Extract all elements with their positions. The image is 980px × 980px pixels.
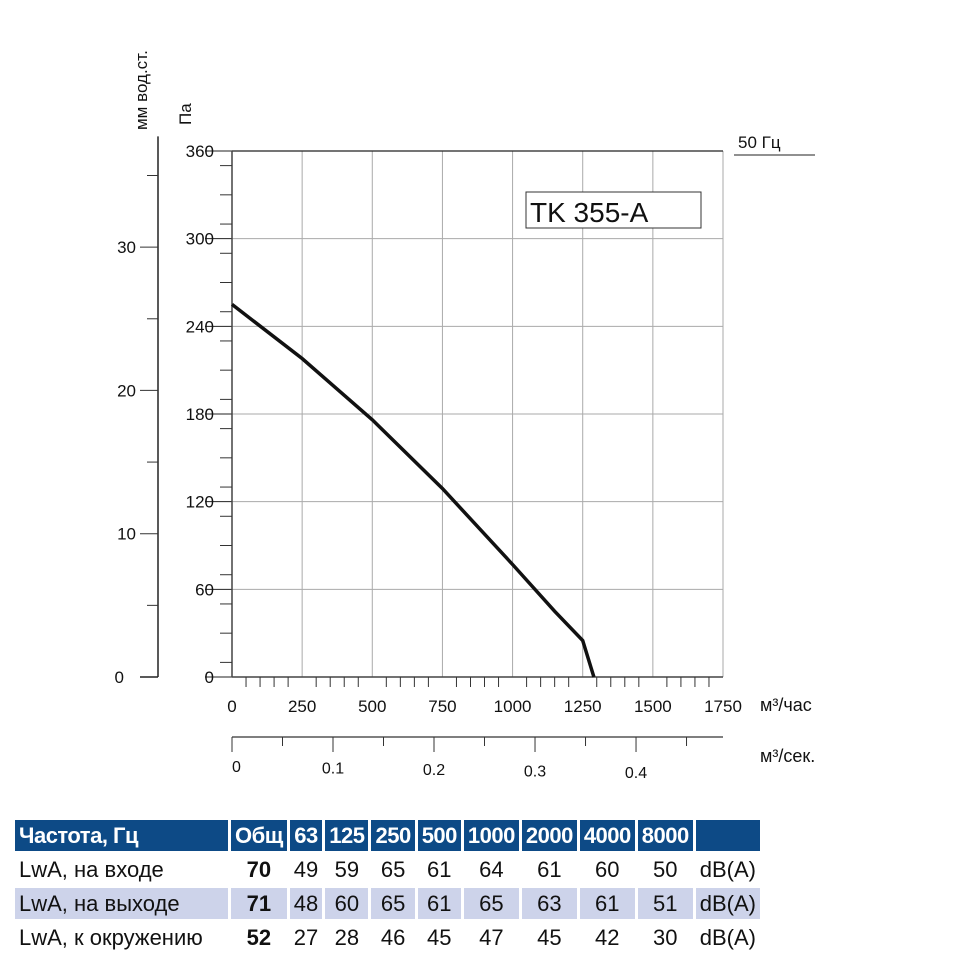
row-value: 50: [653, 856, 678, 882]
row-value: 51: [637, 888, 693, 919]
x-tick-label: 1750: [704, 697, 742, 716]
x2-tick-label: 0.4: [625, 765, 647, 782]
row-unit: dB(A): [699, 924, 756, 950]
row-value: 61: [417, 888, 461, 919]
row-value: 45: [537, 924, 562, 950]
x2-axis-label: м³/сек.: [760, 746, 815, 766]
table-header-cell: Частота, Гц: [15, 820, 228, 851]
y2-axis-label: мм вод.ст.: [132, 50, 151, 130]
row-unit: dB(A): [695, 888, 760, 919]
row-value: 61: [427, 856, 452, 882]
x-axis-label: м³/час: [760, 695, 812, 715]
row-value: 47: [479, 924, 504, 950]
fan-curve-chart: 0 250 500 750 1000 1250 1500 175006012018024030…: [115, 50, 816, 782]
fan-curve: [230, 303, 596, 678]
row-value: 28: [334, 924, 360, 950]
y-tick-label: 240: [186, 317, 214, 336]
row-value: 59: [334, 856, 360, 882]
row-total: 70: [246, 856, 272, 882]
table-header-cell: 1000: [463, 820, 519, 851]
table-row: LwA, к окружению 52 27 28 46 45 47 45 42 30 dB(A): [15, 922, 760, 953]
row-value: 45: [427, 924, 452, 950]
row-value: 65: [371, 888, 415, 919]
row-value: 30: [653, 924, 678, 950]
row-value: 42: [595, 924, 620, 950]
x-tick-label: 250: [288, 697, 316, 716]
y-tick-label: 0: [205, 668, 214, 687]
row-label: LwA, на выходе: [15, 888, 228, 919]
x2-tick-label: 0.3: [524, 764, 546, 781]
y-axis-label: Па: [176, 103, 195, 125]
y2-tick-label: 0: [115, 668, 124, 687]
x2-tick-label: 0: [232, 759, 241, 776]
sound-power-table: Частота, Гц Общ 63 125 250 500 1000 2000 4000 800…: [12, 817, 763, 956]
row-value: 60: [595, 856, 620, 882]
y-tick-label: 120: [186, 493, 214, 512]
x-tick-label: 1500: [634, 697, 672, 716]
row-total: 71: [231, 888, 287, 919]
y-tick-label: 180: [186, 405, 214, 424]
table-header: Частота, Гц Общ 63 125 250 500 1000 2000 4000 800…: [15, 820, 760, 851]
y-tick-label: 300: [186, 230, 214, 249]
x-tick-label: 500: [358, 697, 386, 716]
row-value: 61: [537, 856, 562, 882]
table-header-cell: 63: [289, 820, 323, 851]
row-value: 46: [380, 924, 406, 950]
row-value: 27: [293, 924, 319, 950]
row-value: 63: [521, 888, 577, 919]
x2-tick-label: 0.2: [423, 762, 445, 779]
row-value: 48: [289, 888, 323, 919]
x-tick-label: 1000: [494, 697, 532, 716]
table-header-cell: 125: [325, 820, 369, 851]
model-label: TK 355-A: [530, 197, 649, 228]
table-header-cell: 2000: [521, 820, 577, 851]
row-value: 65: [463, 888, 519, 919]
x-tick-label: 750: [428, 697, 456, 716]
model-box: [525, 191, 702, 229]
x2-tick-label: 0.1: [322, 761, 344, 778]
table-header-cell: 8000: [637, 820, 693, 851]
row-value: 65: [380, 856, 406, 882]
table-header-cell: 250: [371, 820, 415, 851]
row-label: LwA, к окружению: [19, 924, 203, 950]
x-tick-label: 1250: [564, 697, 602, 716]
y2-tick-label: 20: [117, 381, 136, 400]
row-value: 49: [293, 856, 319, 882]
frequency-label: 50 Гц: [738, 133, 781, 152]
table-header-cell: [695, 820, 760, 851]
y-tick-label: 360: [186, 142, 214, 161]
y2-tick-label: 10: [117, 525, 136, 544]
table-header-cell: 4000: [579, 820, 635, 851]
table-row: LwA, на выходе 71 48 60 65 61 65 63 61 51 dB(A): [15, 888, 760, 919]
row-value: 64: [479, 856, 504, 882]
row-value: 61: [579, 888, 635, 919]
row-unit: dB(A): [699, 856, 756, 882]
x-tick-label: 0: [227, 697, 236, 716]
table-row: LwA, на входе 70 49 59 65 61 64 61 60 50 dB(A): [15, 854, 760, 885]
table-header-cell: Общ: [231, 820, 287, 851]
row-value: 60: [325, 888, 369, 919]
y2-tick-label: 30: [117, 238, 136, 257]
row-label: LwA, на входе: [19, 856, 164, 882]
row-total: 52: [246, 924, 272, 950]
y-tick-label: 60: [195, 580, 214, 599]
table-header-cell: 500: [417, 820, 461, 851]
